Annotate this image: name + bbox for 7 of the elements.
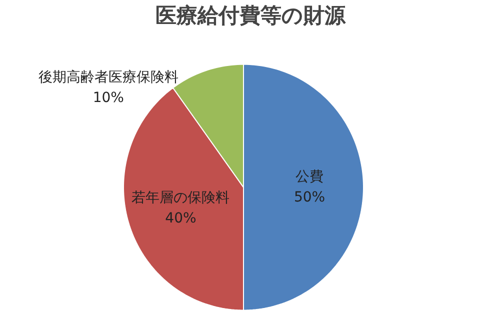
slice-label: 後期高齢者医療保険料 (38, 70, 178, 86)
data-label: 40% (165, 210, 196, 226)
slice-label: 公費 (296, 169, 324, 186)
data-label: 10% (92, 90, 124, 106)
data-label: 50% (294, 190, 326, 206)
slice-label: 若年層の保険料 (132, 190, 230, 206)
chart-title: 医療給付費等の財源 (156, 4, 346, 28)
